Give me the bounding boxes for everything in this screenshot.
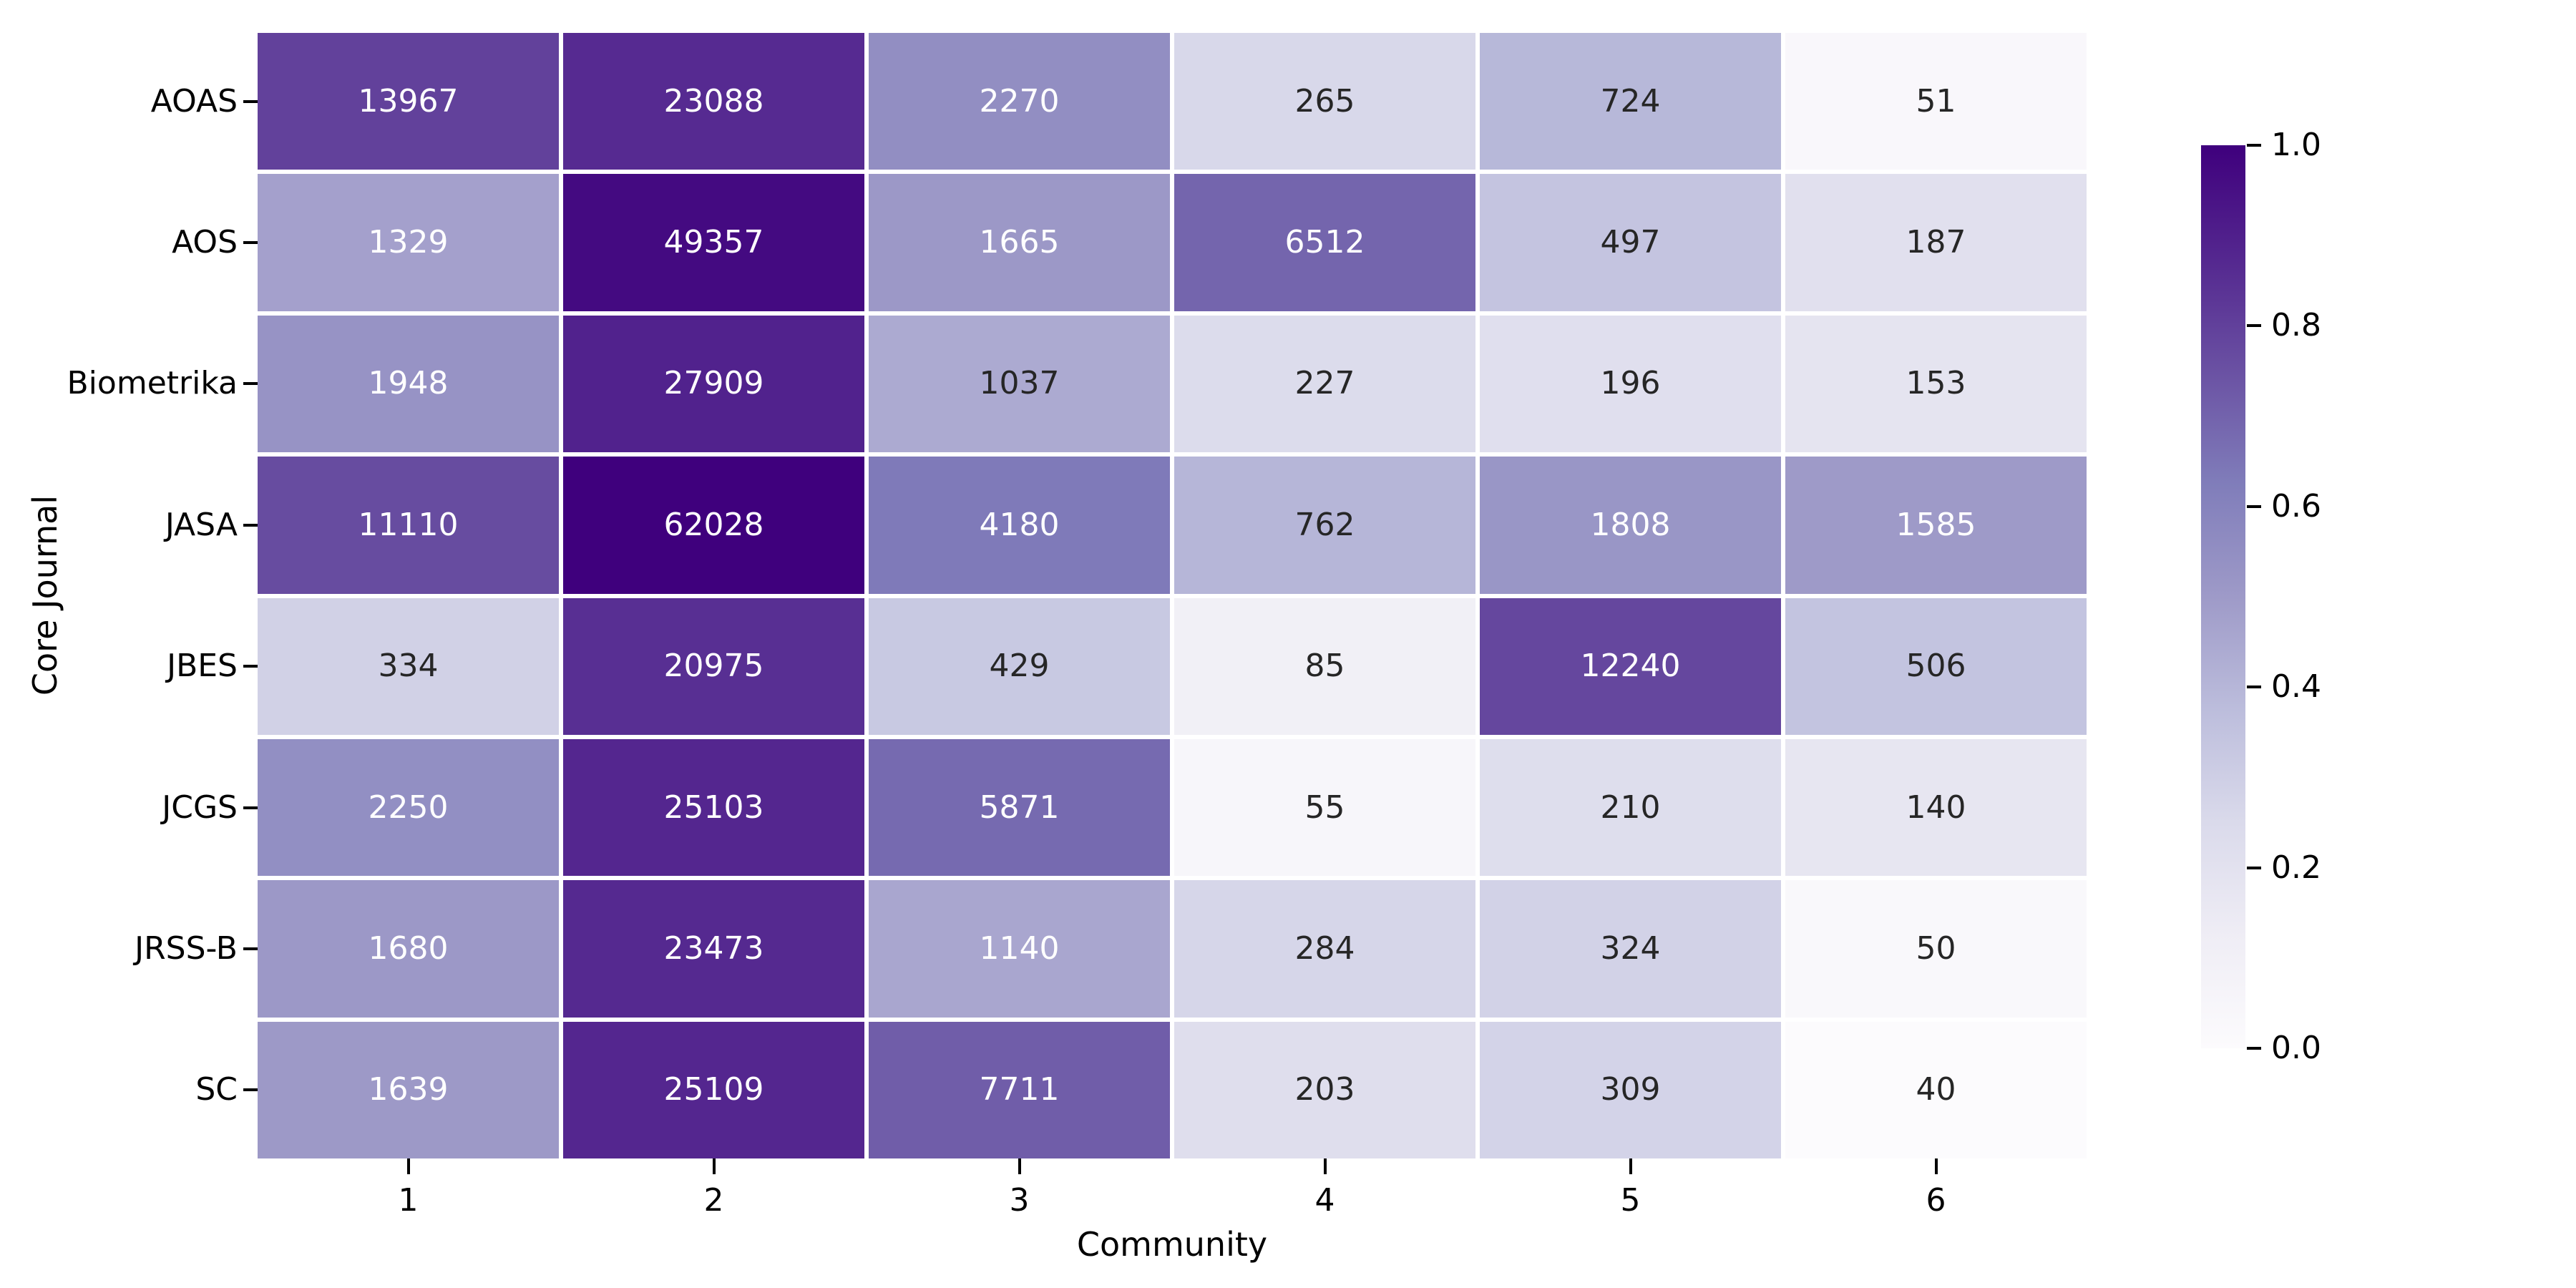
y-tick-label: Biometrika — [67, 365, 238, 402]
heatmap-cell: 265 — [1174, 33, 1475, 170]
heatmap-cell: 429 — [869, 597, 1170, 735]
colorbar-tick-label: 0.8 — [2271, 307, 2321, 344]
heatmap-cell: 85 — [1174, 597, 1475, 735]
heatmap-cell: 497 — [1480, 174, 1781, 311]
heatmap-cell: 25109 — [563, 1021, 864, 1158]
heatmap-cell: 12240 — [1480, 597, 1781, 735]
heatmap-cell: 5871 — [869, 738, 1170, 877]
heatmap-cell: 1140 — [869, 880, 1170, 1018]
colorbar-tick-label: 1.0 — [2271, 127, 2321, 163]
x-tick-mark — [1323, 1158, 1327, 1174]
y-tick-label: JBES — [167, 648, 238, 685]
heatmap-cell: 506 — [1785, 597, 2087, 735]
heatmap-cell: 1808 — [1480, 457, 1781, 594]
heatmap-cell: 196 — [1480, 315, 1781, 453]
x-tick-mark — [1018, 1158, 1021, 1174]
colorbar-tick-mark — [2247, 144, 2261, 147]
heatmap-cell: 203 — [1174, 1021, 1475, 1158]
colorbar-tick-label: 0.6 — [2271, 487, 2321, 525]
y-tick-mark — [243, 99, 258, 103]
heatmap-cell: 1329 — [258, 174, 559, 311]
heatmap-cell: 324 — [1480, 880, 1781, 1018]
y-tick-mark — [243, 382, 258, 386]
heatmap-cell: 1585 — [1785, 457, 2087, 594]
heatmap-cell: 227 — [1174, 315, 1475, 453]
heatmap-cell: 49357 — [563, 174, 864, 311]
x-tick-mark — [712, 1158, 716, 1174]
heatmap-cell: 762 — [1174, 457, 1475, 594]
y-tick-mark — [243, 806, 258, 809]
heatmap-cell: 1665 — [869, 174, 1170, 311]
x-tick-label: 5 — [1620, 1182, 1641, 1219]
heatmap-cell: 51 — [1785, 33, 2087, 170]
y-tick-label: JASA — [165, 506, 238, 543]
y-tick-mark — [243, 241, 258, 245]
heatmap-cell: 309 — [1480, 1021, 1781, 1158]
heatmap-grid: 13967 23088 2270 265 724 51 1329 49357 1665 6512 4… — [258, 33, 2087, 1158]
heatmap-cell: 40 — [1785, 1021, 2087, 1158]
colorbar-gradient — [2201, 145, 2245, 1048]
colorbar-tick-label: 0.2 — [2271, 849, 2321, 886]
colorbar-tick-label: 0.4 — [2271, 668, 2321, 706]
y-tick-label: AOAS — [150, 82, 238, 119]
x-tick-label: 4 — [1314, 1182, 1335, 1219]
y-tick-mark — [243, 1088, 258, 1092]
heatmap-cell: 13967 — [258, 33, 559, 170]
y-axis-label: Core Journal — [26, 494, 64, 696]
y-tick-label: AOS — [172, 224, 238, 261]
colorbar-tick-label: 0.0 — [2271, 1030, 2321, 1066]
colorbar-tick-mark — [2247, 504, 2261, 508]
heatmap-cell: 2250 — [258, 738, 559, 877]
heatmap-cell: 23473 — [563, 880, 864, 1018]
heatmap-cell: 55 — [1174, 738, 1475, 877]
heatmap-cell: 4180 — [869, 457, 1170, 594]
colorbar-tick-mark — [2247, 1047, 2261, 1050]
heatmap-cell: 6512 — [1174, 174, 1475, 311]
y-tick-mark — [243, 665, 258, 668]
x-tick-mark — [1934, 1158, 1938, 1174]
x-tick-label: 3 — [1009, 1182, 1030, 1219]
y-tick-mark — [243, 523, 258, 527]
x-axis-label: Community — [1076, 1225, 1268, 1264]
heatmap-cell: 1639 — [258, 1021, 559, 1158]
heatmap-cell: 1680 — [258, 880, 559, 1018]
colorbar-tick-mark — [2247, 324, 2261, 328]
x-tick-label: 6 — [1926, 1182, 1946, 1219]
y-tick-label: JCGS — [162, 789, 238, 826]
heatmap-cell: 724 — [1480, 33, 1781, 170]
heatmap-cell: 284 — [1174, 880, 1475, 1018]
heatmap-cell: 27909 — [563, 315, 864, 453]
y-tick-label: SC — [195, 1071, 238, 1108]
heatmap-cell: 1948 — [258, 315, 559, 453]
heatmap-cell: 50 — [1785, 880, 2087, 1018]
heatmap-cell: 334 — [258, 597, 559, 735]
heatmap-cell: 1037 — [869, 315, 1170, 453]
x-tick-mark — [406, 1158, 410, 1174]
x-tick-label: 2 — [703, 1182, 724, 1219]
y-tick-mark — [243, 947, 258, 950]
x-tick-mark — [1629, 1158, 1632, 1174]
heatmap-cell: 7711 — [869, 1021, 1170, 1158]
heatmap-cell: 140 — [1785, 738, 2087, 877]
colorbar-tick-mark — [2247, 686, 2261, 689]
heatmap-cell: 62028 — [563, 457, 864, 594]
heatmap-cell: 23088 — [563, 33, 864, 170]
heatmap-cell: 210 — [1480, 738, 1781, 877]
y-tick-label: JRSS-B — [135, 930, 238, 967]
heatmap-cell: 11110 — [258, 457, 559, 594]
heatmap-cell: 153 — [1785, 315, 2087, 453]
heatmap-cell: 25103 — [563, 738, 864, 877]
heatmap-cell: 20975 — [563, 597, 864, 735]
x-tick-label: 1 — [398, 1182, 419, 1219]
heatmap-cell: 187 — [1785, 174, 2087, 311]
heatmap-cell: 2270 — [869, 33, 1170, 170]
colorbar-tick-mark — [2247, 866, 2261, 869]
